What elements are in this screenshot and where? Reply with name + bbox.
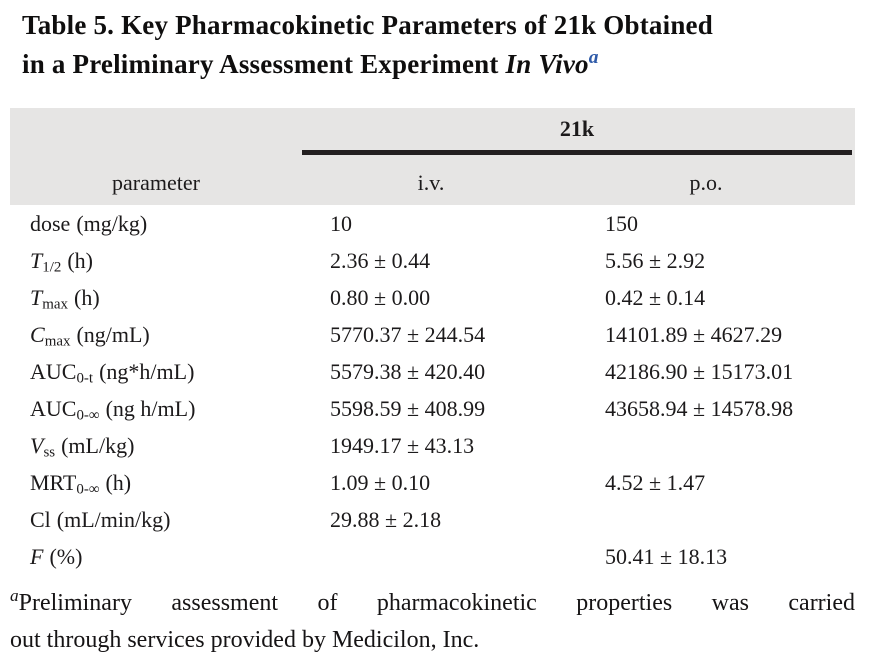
table-row-mrt: MRT0-∞ (h) 1.09 ± 0.10 4.52 ± 1.47 xyxy=(10,464,855,501)
param-symbol: F xyxy=(30,544,44,569)
footnote-line-2: out through services provided by Medicil… xyxy=(10,622,855,659)
param-unit: (ng*h/mL) xyxy=(99,359,195,384)
param-cell: MRT0-∞ (h) xyxy=(30,464,131,508)
param-unit: (mg/kg) xyxy=(76,211,148,236)
param-symbol: V xyxy=(30,433,44,458)
param-cell: Vss (mL/kg) xyxy=(30,427,134,471)
param-cell: Tmax (h) xyxy=(30,279,100,323)
group-header-21k: 21k xyxy=(559,116,595,141)
param-cell: Cl (mL/min/kg) xyxy=(30,501,170,538)
iv-value-cell: 1949.17 ± 43.13 xyxy=(330,433,475,458)
iv-value-cell: 1.09 ± 0.10 xyxy=(330,470,431,495)
footnote-marker: a xyxy=(10,586,19,605)
table-row-t-half: T1/2 (h) 2.36 ± 0.44 5.56 ± 2.92 xyxy=(10,242,855,279)
param-subscript: ss xyxy=(43,444,56,461)
param-symbol: AUC xyxy=(30,359,77,384)
table-row-f: F (%) 50.41 ± 18.13 xyxy=(10,538,855,575)
po-value-cell: 150 xyxy=(605,211,638,236)
param-symbol: T xyxy=(30,285,43,310)
caption-line-1: Table 5. Key Pharmacokinetic Parameters … xyxy=(22,6,857,45)
param-symbol: T xyxy=(30,248,43,273)
param-subscript: 0-t xyxy=(76,370,94,387)
po-value-cell: 50.41 ± 18.13 xyxy=(605,544,728,569)
column-header-po: p.o. xyxy=(689,170,723,195)
po-value-cell: 4.52 ± 1.47 xyxy=(605,470,706,495)
caption-text-line2: in a Preliminary Assessment Experiment xyxy=(22,49,506,79)
param-unit: (%) xyxy=(49,544,83,569)
caption-line-2: in a Preliminary Assessment Experiment I… xyxy=(22,45,857,84)
table-row-cl: Cl (mL/min/kg) 29.88 ± 2.18 xyxy=(10,501,855,538)
iv-value-cell: 5598.59 ± 408.99 xyxy=(330,396,486,421)
param-unit: (ng/mL) xyxy=(76,322,150,347)
iv-value-cell: 0.80 ± 0.00 xyxy=(330,285,431,310)
table-footnote: aPreliminary assessment of pharmacokinet… xyxy=(10,585,855,659)
param-symbol: dose xyxy=(30,211,71,236)
iv-value-cell: 29.88 ± 2.18 xyxy=(330,507,442,532)
caption-footnote-marker: a xyxy=(588,47,599,68)
table-row-auc-0t: AUC0-t (ng*h/mL) 5579.38 ± 420.40 42186.9… xyxy=(10,353,855,390)
param-cell: AUC0-∞ (ng h/mL) xyxy=(30,390,195,434)
po-value-cell: 42186.90 ± 15173.01 xyxy=(605,359,794,384)
po-value-cell: 5.56 ± 2.92 xyxy=(605,248,706,273)
column-header-parameter: parameter xyxy=(112,170,200,195)
footnote-line-1: aPreliminary assessment of pharmacokinet… xyxy=(10,585,855,622)
table-header-band: 21k parameter i.v. p.o. xyxy=(10,108,855,205)
table-caption: Table 5. Key Pharmacokinetic Parameters … xyxy=(22,6,857,84)
param-unit: (mL/min/kg) xyxy=(56,507,171,532)
param-unit: (h) xyxy=(74,285,100,310)
column-header-iv: i.v. xyxy=(417,170,445,195)
footnote-text-line1: Preliminary assessment of pharmacokineti… xyxy=(18,590,855,616)
param-unit: (h) xyxy=(105,470,132,495)
param-subscript: 1/2 xyxy=(42,259,62,276)
iv-value-cell: 2.36 ± 0.44 xyxy=(330,248,431,273)
param-symbol: C xyxy=(30,322,45,347)
param-cell: dose (mg/kg) xyxy=(30,205,147,242)
param-symbol: MRT xyxy=(30,470,77,495)
po-value-cell: 43658.94 ± 14578.98 xyxy=(605,396,794,421)
table-row-c-max: Cmax (ng/mL) 5770.37 ± 244.54 14101.89 ± … xyxy=(10,316,855,353)
iv-value-cell: 10 xyxy=(330,211,352,236)
group-header-rule xyxy=(302,150,852,155)
table-row-auc-0inf: AUC0-∞ (ng h/mL) 5598.59 ± 408.99 43658.9… xyxy=(10,390,855,427)
caption-italic-invivo: In Vivo xyxy=(505,49,589,79)
param-cell: AUC0-t (ng*h/mL) xyxy=(30,353,194,397)
param-unit: (h) xyxy=(67,248,94,273)
param-subscript: 0-∞ xyxy=(76,407,100,424)
iv-value-cell: 5579.38 ± 420.40 xyxy=(330,359,486,384)
param-cell: T1/2 (h) xyxy=(30,242,93,286)
param-unit: (mL/kg) xyxy=(61,433,135,458)
table-row-dose: dose (mg/kg) 10 150 xyxy=(10,205,855,242)
param-subscript: max xyxy=(44,333,71,350)
param-cell: Cmax (ng/mL) xyxy=(30,316,150,360)
table-row-vss: Vss (mL/kg) 1949.17 ± 43.13 xyxy=(10,427,855,464)
table-row-t-max: Tmax (h) 0.80 ± 0.00 0.42 ± 0.14 xyxy=(10,279,855,316)
param-unit: (ng h/mL) xyxy=(105,396,196,421)
caption-text-line1: Table 5. Key Pharmacokinetic Parameters … xyxy=(22,10,713,40)
footnote-text-line2: out through services provided by Medicil… xyxy=(10,627,480,653)
table-body: dose (mg/kg) 10 150 T1/2 (h) 2.36 ± 0.44 5… xyxy=(10,205,855,575)
param-symbol: AUC xyxy=(30,396,77,421)
po-value-cell: 0.42 ± 0.14 xyxy=(605,285,706,310)
param-symbol: Cl xyxy=(30,507,51,532)
iv-value-cell: 5770.37 ± 244.54 xyxy=(330,322,486,347)
param-subscript: 0-∞ xyxy=(76,481,100,498)
param-subscript: max xyxy=(42,296,68,313)
param-cell: F (%) xyxy=(30,538,82,575)
po-value-cell: 14101.89 ± 4627.29 xyxy=(605,322,783,347)
